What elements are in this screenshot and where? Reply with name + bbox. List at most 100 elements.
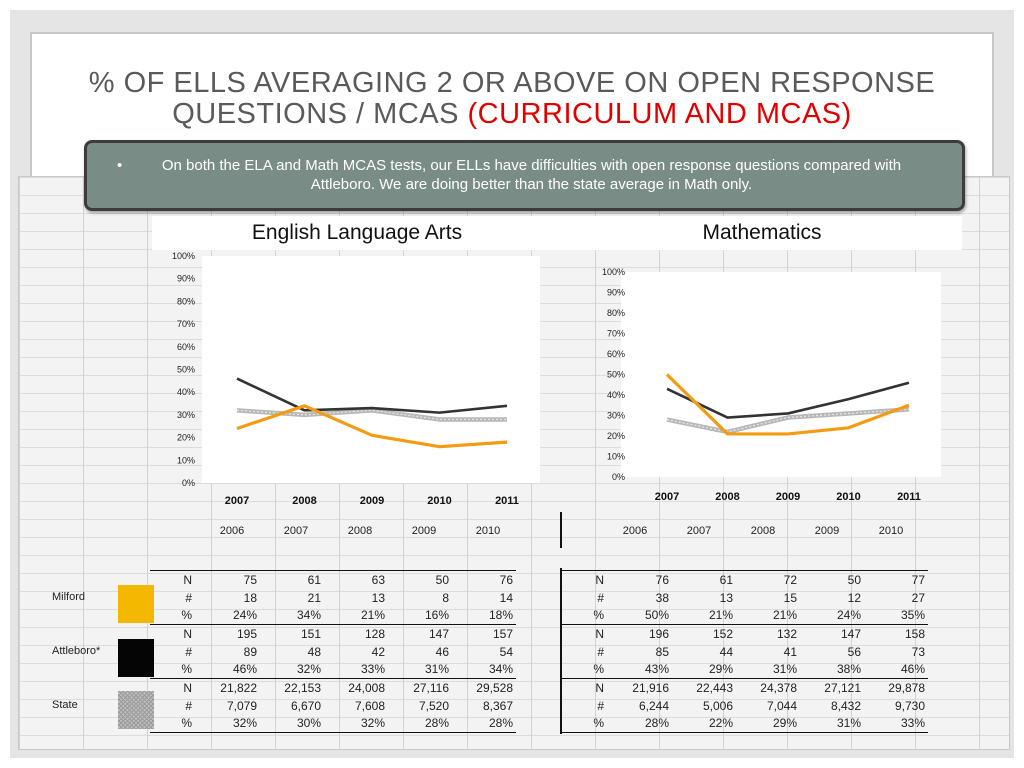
table-cell: 9,730 (894, 698, 925, 713)
y-tick-label: 70% (177, 319, 195, 329)
x-tick-label: 2011 (897, 491, 921, 503)
table-cell: 24,378 (760, 680, 797, 695)
table-cell: 152 (712, 626, 733, 641)
row-label: % (562, 714, 608, 733)
group-label-attleboro: Attleboro* (52, 645, 101, 657)
title-main: % of ELLs averaging 2 or above on Open R… (88, 67, 936, 130)
group-label-milford: Milford (52, 591, 86, 603)
math-year: 2009 (814, 525, 840, 537)
row-label: % (562, 606, 608, 625)
table-row: % 43% 29% 31% 38% 46% (562, 660, 928, 679)
table-cell: 13 (719, 590, 733, 605)
y-tick-label: 10% (607, 452, 625, 462)
table-cell: 43% (608, 660, 672, 679)
row-label: N (562, 570, 608, 589)
table-cell: 46 (435, 644, 449, 659)
table-cell: 151 (300, 626, 321, 641)
table-cell: 33% (324, 660, 388, 679)
plot-area (621, 272, 941, 477)
math-year: 2010 (878, 525, 904, 537)
ela-line-chart: 0% 10% 20% 30% 40% 50% 60% 70% 80% 90% 100% 2007 200… (172, 251, 540, 507)
y-tick-label: 50% (607, 370, 625, 380)
table-cell: 35% (864, 606, 928, 625)
table-cell: 21,916 (632, 680, 669, 695)
table-cell: 31% (736, 660, 800, 679)
x-tick-label: 2010 (427, 495, 451, 507)
row-label: # (185, 590, 192, 605)
row-label: # (597, 590, 604, 605)
table-cell: 28% (388, 714, 452, 733)
table-cell: 32% (324, 714, 388, 733)
table-cell: 158 (904, 626, 925, 641)
x-tick-label: 2008 (715, 491, 739, 503)
table-row: % 24% 34% 21% 16% 18% (150, 606, 516, 625)
table-row: % 46% 32% 33% 31% 34% (150, 660, 516, 679)
table-cell: 31% (388, 660, 452, 679)
milford-series-line (665, 373, 910, 436)
table-cell: 30% (260, 714, 324, 733)
row-label: N (595, 626, 604, 641)
table-cell: 21% (324, 606, 388, 625)
table-row: N 75 61 63 50 76 (150, 570, 516, 589)
table-row: % 32% 30% 32% 28% 28% (150, 714, 516, 733)
y-tick-label: 60% (607, 349, 625, 359)
row-label: # (597, 644, 604, 659)
y-tick-label: 40% (177, 387, 195, 397)
y-tick-label: 100% (172, 251, 195, 261)
table-row: N 76 61 72 50 77 (562, 570, 928, 589)
table-row: N 195 151 128 147 157 (150, 625, 516, 643)
row-label: # (597, 698, 604, 713)
attleboro-series-line (666, 381, 910, 419)
x-tick-label: 2009 (776, 491, 800, 503)
table-cell: 28% (608, 714, 672, 733)
attleboro-swatch (118, 639, 154, 677)
table-cell: 61 (260, 570, 324, 589)
table-cell: 22% (672, 714, 736, 733)
table-cell: 89 (243, 644, 257, 659)
table-cell: 21% (736, 606, 800, 625)
y-tick-label: 70% (607, 329, 625, 339)
row-label: N (595, 680, 604, 695)
table-row: N 21,822 22,153 24,008 27,116 29,528 (150, 679, 516, 697)
table-cell: 12 (847, 590, 861, 605)
math-line-chart: 0% 10% 20% 30% 40% 50% 60% 70% 80% 90% 100% 2007 200… (602, 267, 941, 503)
x-tick-label: 2010 (836, 491, 860, 503)
y-tick-label: 20% (177, 433, 195, 443)
table-row: % 28% 22% 29% 31% 33% (562, 714, 928, 733)
math-year: 2008 (750, 525, 776, 537)
table-cell: 22,443 (696, 680, 733, 695)
table-cell: 34% (260, 606, 324, 625)
table-cell: 34% (452, 660, 516, 679)
table-cell: 44 (719, 644, 733, 659)
table-cell: 13 (371, 590, 385, 605)
y-tick-label: 80% (607, 308, 625, 318)
slide-title: % of ELLs averaging 2 or above on Open R… (40, 68, 984, 130)
table-cell: 24,008 (348, 680, 385, 695)
table-cell: 24% (196, 606, 260, 625)
table-cell: 48 (307, 644, 321, 659)
table-cell: 32% (196, 714, 260, 733)
attleboro-series-line (236, 377, 508, 414)
table-cell: 157 (492, 626, 513, 641)
row-label: % (562, 660, 608, 679)
x-tick-label: 2007 (225, 495, 249, 507)
table-cell: 50% (608, 606, 672, 625)
table-cell: 29,878 (888, 680, 925, 695)
table-cell: 85 (655, 644, 669, 659)
table-cell: 77 (864, 570, 928, 589)
row-label: % (150, 606, 196, 625)
table-cell: 5,006 (702, 698, 733, 713)
table-row: #7,079 6,670 7,608 7,520 8,367 (150, 697, 516, 715)
table-row: #38 13 15 12 27 (562, 589, 928, 607)
table-cell: 8 (442, 590, 449, 605)
table-cell: 18 (243, 590, 257, 605)
table-cell: 38 (655, 590, 669, 605)
table-divider (560, 568, 562, 734)
table-cell: 14 (499, 590, 513, 605)
ela-year: 2007 (283, 525, 309, 537)
table-cell: 21% (672, 606, 736, 625)
math-year: 2007 (686, 525, 712, 537)
y-tick-label: 50% (177, 365, 195, 375)
table-cell: 147 (840, 626, 861, 641)
table-cell: 7,520 (418, 698, 449, 713)
